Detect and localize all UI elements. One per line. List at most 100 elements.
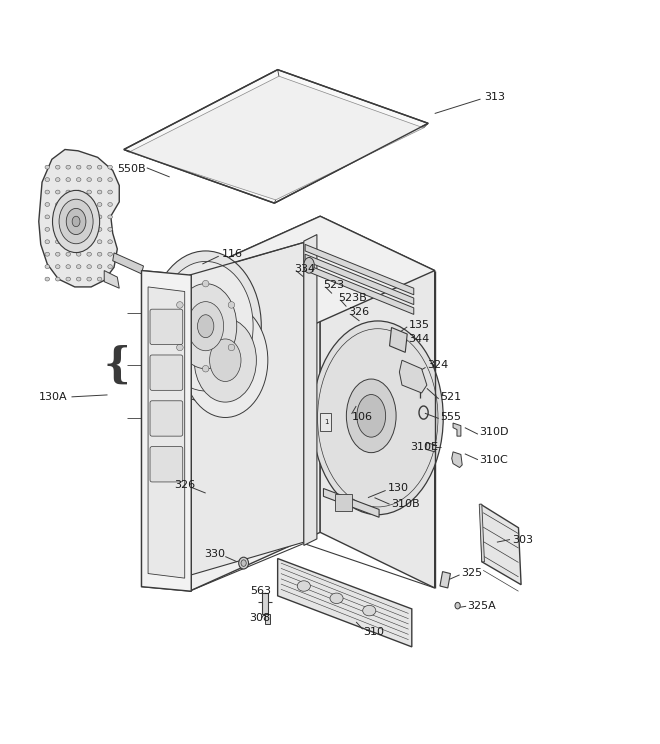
Ellipse shape: [187, 301, 224, 350]
Polygon shape: [305, 244, 414, 295]
Text: 308: 308: [249, 613, 270, 623]
Polygon shape: [265, 614, 270, 624]
Polygon shape: [129, 76, 424, 200]
Polygon shape: [148, 287, 185, 578]
Text: 130: 130: [387, 484, 409, 493]
Ellipse shape: [174, 283, 237, 369]
Ellipse shape: [203, 280, 209, 287]
Ellipse shape: [87, 178, 92, 182]
Ellipse shape: [241, 559, 246, 566]
Ellipse shape: [59, 199, 93, 244]
Text: 550B: 550B: [117, 164, 146, 174]
Ellipse shape: [45, 190, 50, 194]
Ellipse shape: [108, 277, 112, 281]
FancyBboxPatch shape: [150, 446, 183, 482]
Polygon shape: [399, 360, 427, 393]
Ellipse shape: [45, 165, 50, 169]
Ellipse shape: [97, 190, 102, 194]
Ellipse shape: [77, 240, 81, 244]
Ellipse shape: [77, 178, 81, 182]
Text: 130A: 130A: [39, 392, 67, 402]
Text: 334: 334: [294, 263, 315, 274]
Polygon shape: [304, 234, 317, 545]
Ellipse shape: [87, 265, 92, 269]
Text: 303: 303: [512, 534, 533, 545]
Polygon shape: [39, 150, 119, 287]
Ellipse shape: [77, 252, 81, 256]
Polygon shape: [141, 271, 191, 591]
Text: 325A: 325A: [467, 601, 496, 612]
Ellipse shape: [66, 228, 71, 231]
Ellipse shape: [197, 315, 214, 338]
Text: 324: 324: [427, 360, 448, 371]
Ellipse shape: [55, 265, 60, 269]
Ellipse shape: [228, 301, 235, 308]
Text: 310: 310: [363, 626, 383, 637]
Ellipse shape: [45, 202, 50, 206]
Ellipse shape: [346, 379, 396, 452]
Polygon shape: [113, 253, 143, 274]
Ellipse shape: [158, 261, 253, 391]
Ellipse shape: [45, 252, 50, 256]
Ellipse shape: [87, 240, 92, 244]
Ellipse shape: [97, 252, 102, 256]
Polygon shape: [451, 452, 462, 467]
Ellipse shape: [97, 228, 102, 231]
Ellipse shape: [55, 277, 60, 281]
Ellipse shape: [108, 202, 112, 206]
Ellipse shape: [77, 265, 81, 269]
Polygon shape: [323, 489, 379, 517]
Text: 310E: 310E: [411, 442, 438, 452]
Text: 523: 523: [323, 280, 345, 290]
Text: 106: 106: [352, 411, 373, 422]
Polygon shape: [479, 504, 484, 562]
Text: 555: 555: [440, 411, 461, 422]
Ellipse shape: [45, 178, 50, 182]
Ellipse shape: [77, 202, 81, 206]
Polygon shape: [191, 243, 304, 575]
Ellipse shape: [53, 190, 100, 252]
Ellipse shape: [72, 217, 80, 227]
FancyBboxPatch shape: [150, 310, 183, 344]
Ellipse shape: [108, 165, 112, 169]
Ellipse shape: [177, 301, 183, 308]
Polygon shape: [124, 70, 428, 203]
Text: 326: 326: [348, 307, 370, 318]
Ellipse shape: [97, 165, 102, 169]
Text: 563: 563: [250, 586, 271, 596]
Ellipse shape: [304, 257, 314, 273]
Polygon shape: [453, 423, 461, 436]
Ellipse shape: [66, 178, 71, 182]
Ellipse shape: [108, 190, 112, 194]
Text: 1: 1: [324, 419, 329, 425]
Text: 325: 325: [461, 568, 482, 578]
FancyBboxPatch shape: [150, 355, 183, 391]
Ellipse shape: [77, 190, 81, 194]
Ellipse shape: [108, 215, 112, 219]
Ellipse shape: [455, 603, 460, 609]
Text: {: {: [104, 344, 131, 386]
Ellipse shape: [55, 252, 60, 256]
Text: 326: 326: [174, 480, 195, 490]
Ellipse shape: [66, 277, 71, 281]
Polygon shape: [189, 217, 435, 330]
Ellipse shape: [55, 178, 60, 182]
Ellipse shape: [183, 303, 268, 417]
Polygon shape: [305, 264, 414, 315]
Ellipse shape: [150, 251, 261, 402]
Text: 116: 116: [222, 249, 243, 259]
Ellipse shape: [297, 581, 310, 591]
Polygon shape: [440, 571, 450, 588]
Ellipse shape: [97, 265, 102, 269]
Text: 313: 313: [484, 92, 505, 102]
Polygon shape: [104, 271, 119, 288]
Ellipse shape: [97, 215, 102, 219]
Ellipse shape: [77, 277, 81, 281]
Polygon shape: [141, 271, 191, 591]
Ellipse shape: [45, 265, 50, 269]
Ellipse shape: [108, 228, 112, 231]
Ellipse shape: [108, 178, 112, 182]
Text: 523B: 523B: [338, 293, 366, 303]
Ellipse shape: [77, 215, 81, 219]
Ellipse shape: [203, 365, 209, 372]
